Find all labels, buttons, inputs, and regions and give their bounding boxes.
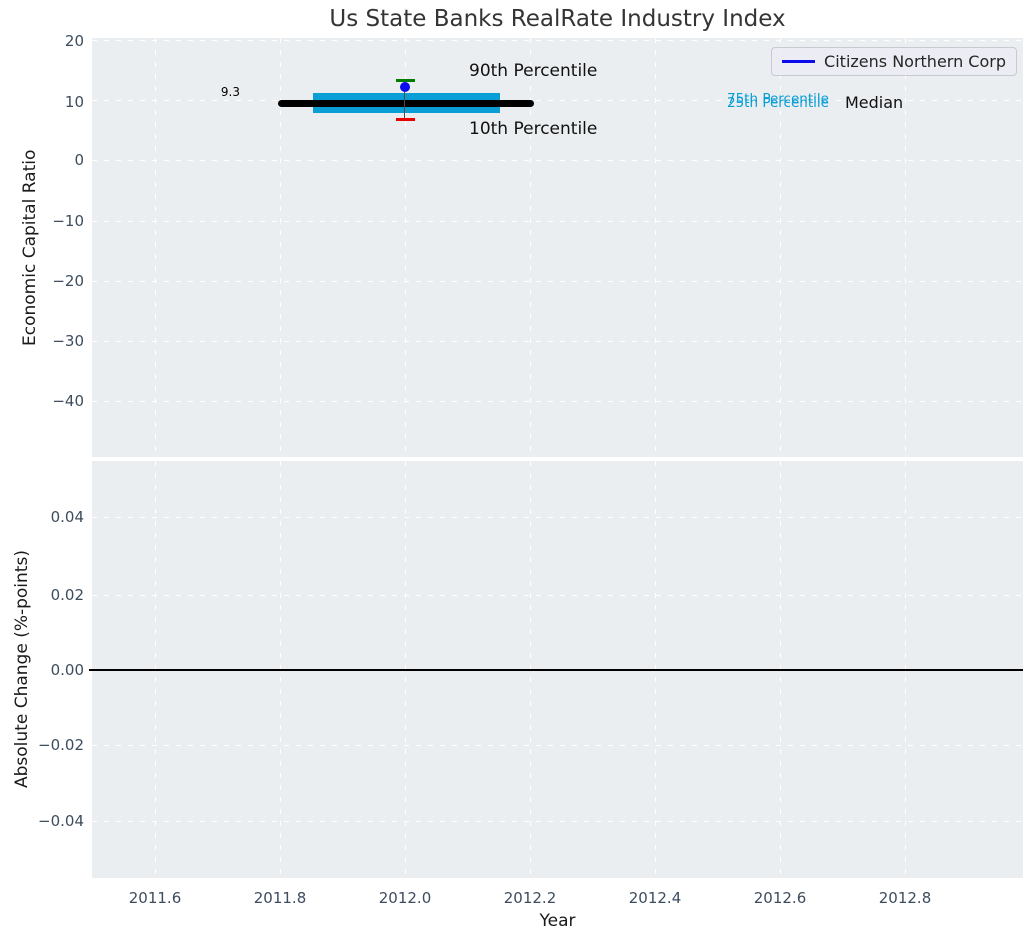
gridline [92, 745, 1023, 746]
gridline [92, 821, 1023, 822]
x-tick-label: 2011.8 [253, 889, 307, 907]
p75-label: 75th Percentile [727, 91, 829, 107]
gridline [92, 221, 1023, 222]
gridline [92, 281, 1023, 282]
y-tick-label: 0.00 [50, 661, 84, 679]
p90-label: 90th Percentile [469, 61, 598, 81]
p10-cap-marker [396, 118, 415, 121]
gridline [92, 160, 1023, 161]
top-plot-area: 9.3 90th Percentile 10th Percentile 75th… [92, 38, 1023, 457]
x-axis-label: Year [539, 911, 576, 931]
gridline [405, 38, 406, 457]
y-tick-label: −0.02 [38, 736, 84, 754]
y-tick-label: 0.04 [50, 508, 84, 526]
top-y-axis-label: Economic Capital Ratio [20, 149, 40, 346]
y-tick-label: 10 [64, 93, 84, 111]
x-tick-label: 2012.4 [628, 889, 682, 907]
y-tick-label: −30 [52, 332, 84, 350]
y-tick-label: −10 [52, 212, 84, 230]
gridline [655, 38, 656, 457]
median-value-label: 9.3 [220, 85, 240, 99]
y-tick-label: −0.04 [38, 812, 84, 830]
zero-baseline [89, 669, 1023, 671]
median-line [278, 100, 534, 107]
x-tick-label: 2012.2 [503, 889, 557, 907]
gridline [905, 38, 906, 457]
bottom-y-axis-label: Absolute Change (%-points) [12, 550, 32, 789]
y-tick-label: −40 [52, 392, 84, 410]
y-tick-label: 20 [64, 32, 84, 50]
gridline [780, 38, 781, 457]
chart-title: Us State Banks RealRate Industry Index [329, 6, 786, 32]
gridline [92, 341, 1023, 342]
gridline [92, 100, 1023, 101]
y-tick-label: 0.02 [50, 586, 84, 604]
x-tick-label: 2012.8 [878, 889, 932, 907]
x-tick-label: 2012.6 [753, 889, 807, 907]
legend: Citizens Northern Corp [771, 47, 1017, 76]
whisker-line [404, 80, 405, 119]
y-tick-label: −20 [52, 272, 84, 290]
y-tick-label: 0 [74, 151, 84, 169]
median-text-label: Median [845, 93, 904, 112]
gridline [92, 40, 1023, 41]
legend-line-swatch [782, 60, 816, 63]
gridline [530, 38, 531, 457]
x-tick-label: 2011.6 [128, 889, 182, 907]
company-data-point [400, 82, 410, 92]
gridline [92, 517, 1023, 518]
p90-cap-marker [396, 79, 415, 82]
gridline [155, 38, 156, 457]
legend-label: Citizens Northern Corp [824, 52, 1006, 71]
x-tick-label: 2012.0 [378, 889, 432, 907]
p25-label: 25th Percentile [727, 95, 829, 111]
gridline [280, 38, 281, 457]
bottom-plot-area [89, 461, 1023, 878]
gridline [92, 401, 1023, 402]
gridline [92, 595, 1023, 596]
p10-label: 10th Percentile [469, 119, 598, 139]
